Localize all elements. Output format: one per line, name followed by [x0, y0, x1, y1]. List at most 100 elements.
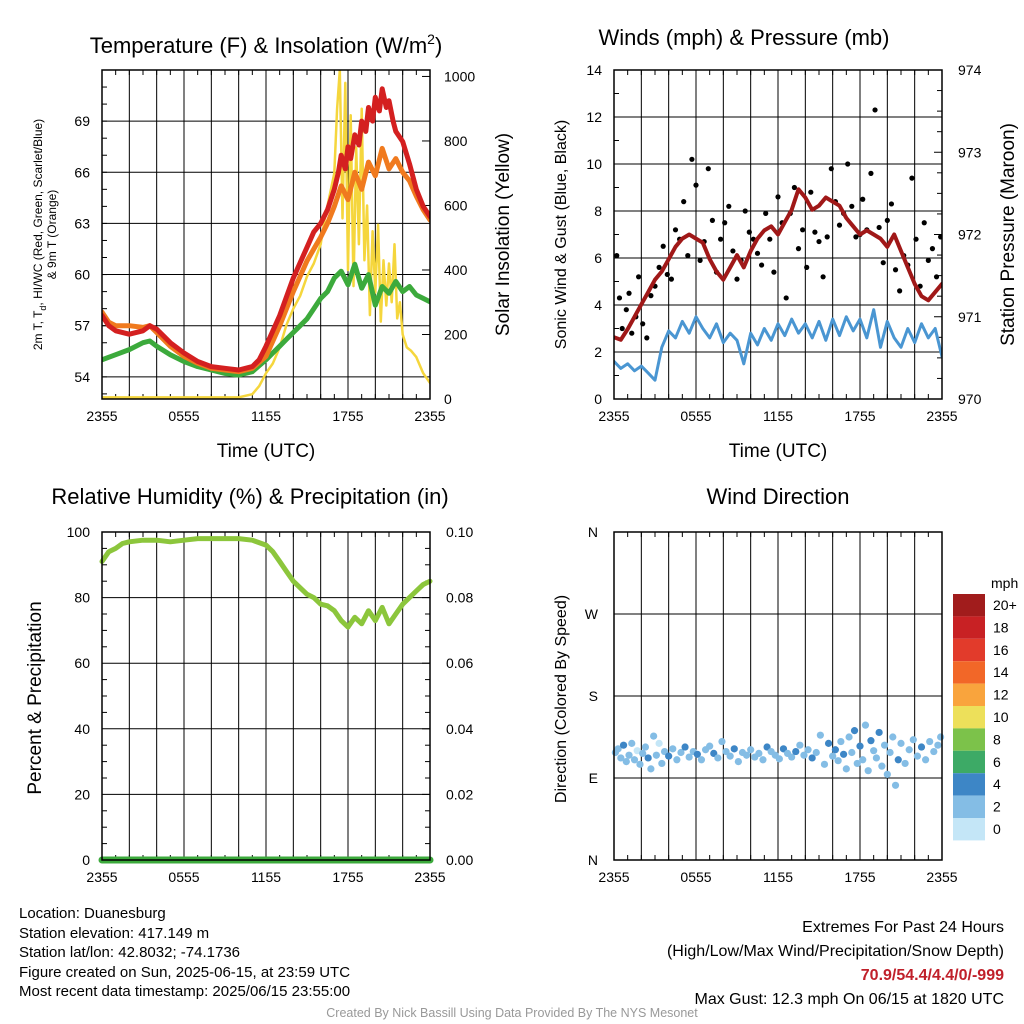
y2-tick-label: 971 [958, 309, 982, 325]
wind-direction-point [697, 756, 706, 764]
wind-direction-point [650, 732, 658, 740]
series-line-sonic-wind [614, 308, 942, 382]
x-tick-label: 1755 [332, 408, 363, 424]
y-axis-label: Percent & Precipitation [25, 601, 46, 794]
x-tick-label: 0555 [168, 408, 199, 424]
wind-direction-point [913, 752, 922, 760]
wind-direction-point [856, 742, 864, 750]
legend-title: mph [991, 575, 1018, 591]
y-tick-label: 69 [74, 113, 90, 129]
wind-direction-point [636, 760, 644, 768]
y2-tick-label: 0.08 [446, 590, 473, 606]
gust-point [868, 170, 874, 176]
gust-point [860, 196, 866, 202]
wind-direction-point [641, 743, 650, 751]
chart-title: Wind Direction [706, 484, 849, 509]
legend-swatch [953, 616, 985, 639]
wind-direction-point [837, 737, 845, 746]
plot-frame [101, 531, 431, 861]
gust-point [685, 253, 691, 259]
series-line-2m-td [102, 261, 430, 378]
legend-swatch [953, 818, 985, 841]
y2-tick-label: 0.00 [446, 852, 473, 868]
extremes-heading: Extremes For Past 24 Hours [802, 919, 1004, 936]
x-tick-label: 2355 [598, 408, 629, 424]
wind-direction-point [824, 739, 833, 747]
y2-axis-label: Station Pressure (Maroon) [998, 123, 1019, 346]
series-line-relative-humidity [99, 536, 433, 630]
chart-title: Winds (mph) & Pressure (mb) [599, 25, 890, 50]
wind-direction-point [633, 747, 641, 755]
x-tick-label: 2355 [926, 408, 957, 424]
gust-point [820, 274, 826, 280]
x-tick-label: 1755 [844, 869, 875, 885]
series-line-2m-t [102, 86, 430, 373]
wind-direction-point [734, 758, 742, 766]
gust-point [845, 161, 851, 167]
y-tick-label: 0 [594, 391, 602, 407]
gust-point [660, 243, 666, 249]
y2-axis-label: Solar Insolation (Yellow) [493, 133, 514, 336]
gust-point [629, 330, 635, 336]
gust-point [816, 238, 822, 245]
y2-tick-label: 1000 [444, 68, 475, 84]
wind-direction-point [922, 756, 930, 764]
x-tick-label: 2355 [598, 869, 629, 885]
gust-point [763, 210, 769, 216]
humidity-precipitation-chart: 2355 0555 1155 1755 23550204060801000.000.02… [25, 484, 473, 885]
wind-direction-point [796, 741, 804, 749]
plot-frame [613, 69, 943, 400]
wind-direction-point [878, 762, 886, 770]
wind-direction-point [622, 758, 630, 766]
wind-direction-point [628, 739, 636, 747]
gust-point [718, 236, 724, 242]
gust-point [884, 217, 890, 223]
y-tick-label: 12 [586, 109, 602, 125]
y2-tick-label: 0.10 [446, 524, 473, 540]
gust-point [913, 236, 919, 242]
y-tick-label: 40 [74, 721, 90, 737]
y-tick-label: 57 [74, 318, 90, 334]
ylabel-subscript: d [38, 306, 48, 311]
y-tick-label: N [588, 852, 598, 868]
x-tick-label: 2355 [86, 408, 117, 424]
wind-direction-point [639, 749, 647, 758]
legend-label: 2 [993, 799, 1001, 815]
wind-direction-point [937, 733, 945, 741]
gust-point [742, 208, 748, 214]
wind-direction-point [867, 737, 875, 745]
gust-point [876, 224, 882, 231]
max-gust: Max Gust: 12.3 mph On 06/15 at 1820 UTC [694, 991, 1005, 1008]
y-axis-label: Sonic Wind & Gust (Blue, Black) [553, 120, 570, 349]
y-tick-label: E [589, 770, 598, 786]
legend-label: 14 [993, 664, 1009, 680]
gust-point [636, 274, 642, 280]
gust-point [626, 290, 632, 296]
x-tick-label: 1155 [251, 408, 281, 424]
wind-direction-point [644, 754, 652, 762]
wind-direction-point [886, 748, 894, 757]
wind-direction-point [845, 733, 853, 741]
gust-point [619, 325, 625, 332]
gust-point [812, 229, 818, 235]
legend-swatch [953, 795, 985, 818]
legend-label: 0 [993, 821, 1001, 837]
y-tick-label: 20 [74, 786, 90, 802]
gust-point [705, 166, 711, 172]
gust-point [616, 295, 623, 301]
gust-point [804, 264, 810, 270]
wind-direction-point [808, 754, 816, 762]
gust-point [853, 234, 859, 240]
gust-point [892, 267, 899, 273]
gust-point [880, 260, 886, 266]
gust-point [767, 236, 773, 242]
wind-direction-point [883, 770, 891, 778]
wind-direction-point [853, 759, 861, 768]
wind-direction-point [881, 741, 889, 749]
chart-title: Temperature (F) & Insolation (W/m2) [90, 31, 443, 58]
wind-direction-point [619, 741, 628, 749]
wind-direction-point [625, 751, 633, 759]
legend-label: 12 [993, 687, 1009, 703]
wind-direction-point [742, 751, 751, 759]
